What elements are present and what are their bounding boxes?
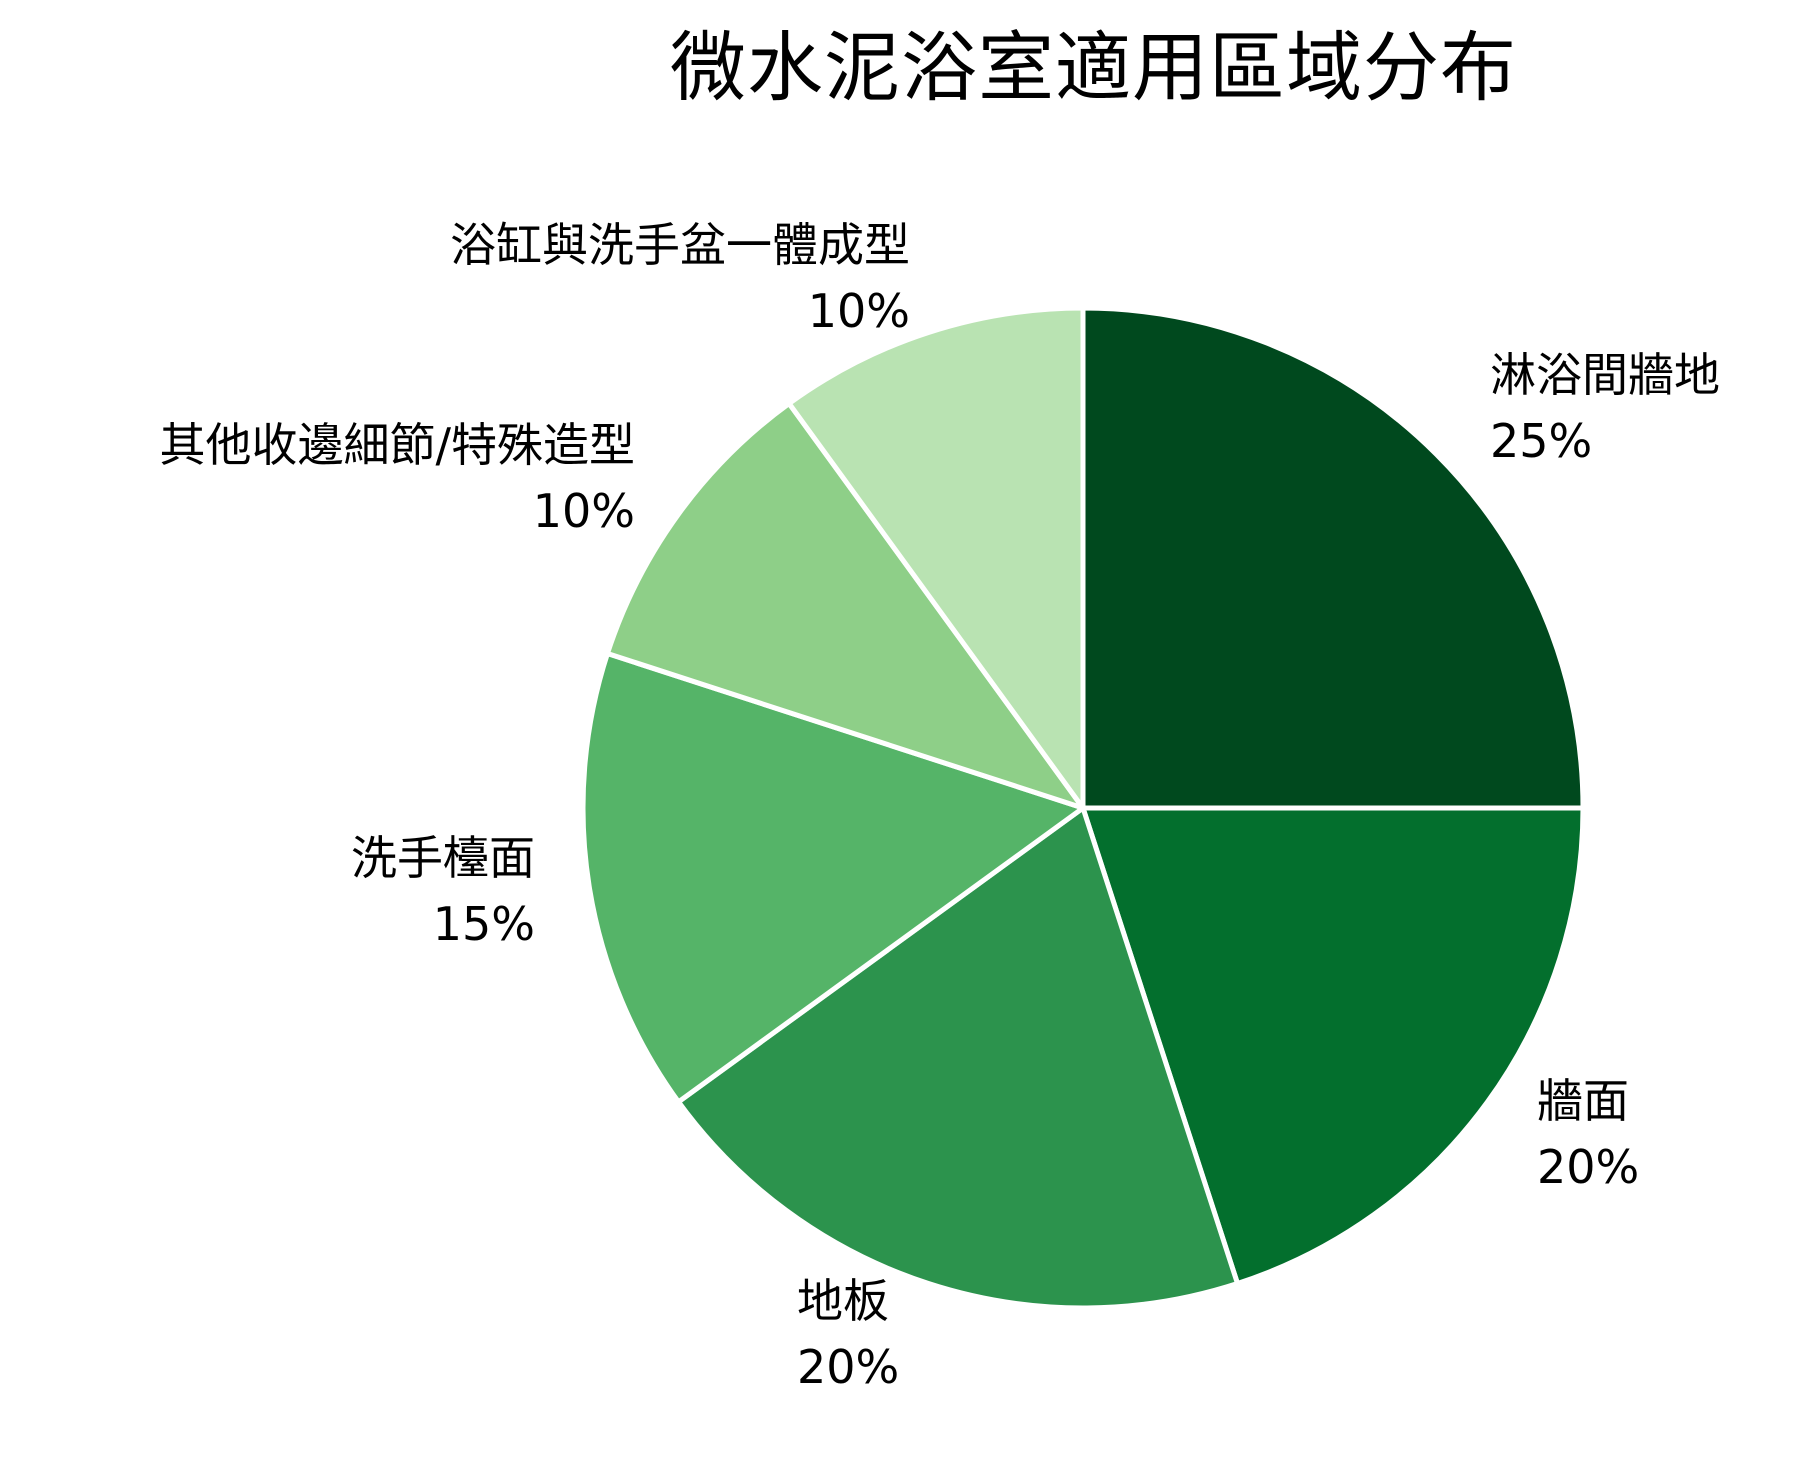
- slice-vanity-top: [580, 650, 1086, 1105]
- slice-floor: [675, 805, 1241, 1311]
- label-percent: 20%: [797, 1340, 900, 1394]
- label-edge-details: 其他收邊細節/特殊造型 10%: [160, 412, 636, 544]
- label-percent: 10%: [532, 484, 635, 538]
- label-bathtub-basin: 浴缸與洗手盆一體成型 10%: [450, 212, 910, 344]
- label-percent: 20%: [1537, 1140, 1640, 1194]
- label-name: 其他收邊細節/特殊造型: [159, 418, 636, 472]
- chart-title: 微水泥浴室適用區域分布: [670, 23, 1517, 112]
- slice-wall: [1080, 805, 1586, 1287]
- label-percent: 15%: [432, 897, 535, 951]
- slice-edge-details: [604, 400, 1086, 811]
- slice-bathtub-basin: [786, 305, 1086, 811]
- label-percent: 25%: [1490, 414, 1593, 468]
- label-name: 淋浴間牆地: [1490, 348, 1720, 402]
- label-name: 地板: [797, 1274, 889, 1328]
- label-name: 浴缸與洗手盆一體成型: [450, 218, 910, 272]
- label-floor: 地板 20%: [797, 1268, 899, 1400]
- label-percent: 10%: [807, 284, 910, 338]
- label-shower-wall-floor: 淋浴間牆地 25%: [1490, 342, 1720, 474]
- label-vanity-top: 洗手檯面 15%: [351, 825, 535, 957]
- label-wall: 牆面 20%: [1537, 1068, 1639, 1200]
- label-name: 洗手檯面: [351, 831, 535, 885]
- label-name: 牆面: [1537, 1074, 1629, 1128]
- slice-shower-wall-floor: [1080, 305, 1586, 811]
